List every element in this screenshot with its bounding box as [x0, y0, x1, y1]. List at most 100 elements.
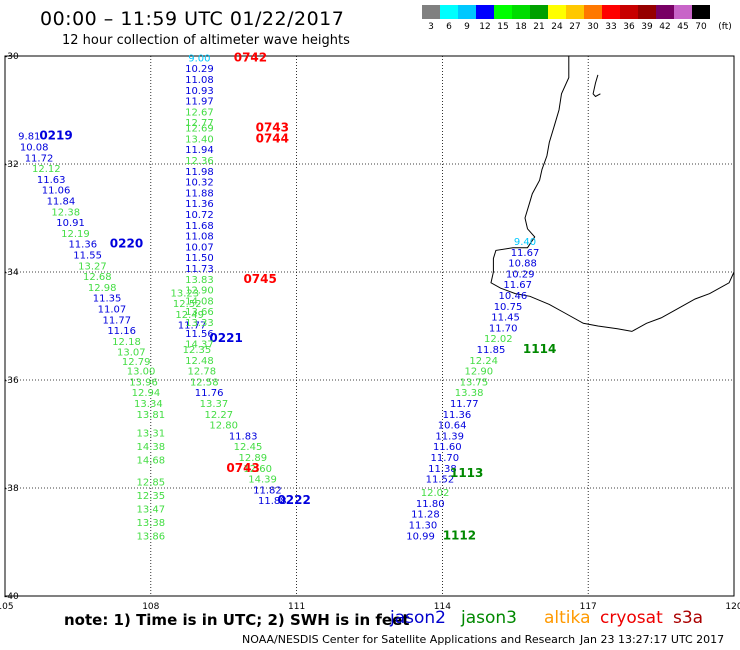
wave-height-value: 13.07 [117, 348, 146, 359]
wave-height-value: 11.85 [477, 345, 506, 356]
wave-height-value: 11.36 [443, 410, 472, 421]
wave-height-value: 14.37 [185, 340, 214, 351]
wave-height-value: 11.76 [195, 388, 224, 399]
wave-height-value: 13.34 [134, 399, 163, 410]
wave-height-value: 10.91 [56, 218, 85, 229]
wave-height-value: 13.38 [136, 518, 165, 529]
wave-height-value: 9.00 [188, 53, 210, 64]
wave-height-value: 14.08 [185, 296, 214, 307]
colorbar-swatch [602, 5, 620, 19]
colorbar-label: 45 [677, 22, 689, 32]
pass-time-label: 0745 [243, 272, 276, 286]
wave-height-value: 10.75 [494, 302, 523, 313]
wave-height-value: 11.28 [411, 510, 440, 521]
wave-height-value: 12.79 [122, 357, 151, 368]
wave-height-value: 12.80 [209, 421, 238, 432]
colorbar-label: 42 [659, 22, 671, 32]
wave-height-value: 10.88 [508, 259, 537, 270]
wave-height-value: 11.16 [107, 326, 136, 337]
lat-tick-label: -38 [4, 484, 19, 494]
australia-coastline [490, 56, 735, 332]
wave-height-value: 10.29 [185, 64, 214, 75]
wave-height-value: 11.98 [185, 167, 214, 178]
colorbar-label: 39 [641, 22, 653, 32]
pass-time-label: 0744 [256, 131, 289, 145]
wave-height-value: 13.23 [170, 288, 199, 299]
wave-height-value: 11.77 [450, 399, 479, 410]
wave-height-value: 13.27 [78, 261, 107, 272]
pass-time-label: 0742 [234, 50, 267, 64]
wave-height-value: 11.70 [489, 323, 518, 334]
wave-height-value: 11.67 [511, 248, 540, 259]
wave-height-value: 12.02 [484, 334, 513, 345]
wave-height-value: 11.08 [185, 232, 214, 243]
colorbar-swatch [548, 5, 566, 19]
wave-height-value: 14.38 [136, 442, 165, 453]
wave-height-value: 11.68 [185, 221, 214, 232]
wave-height-value: 12.45 [234, 442, 263, 453]
wave-height-value: 11.45 [491, 313, 520, 324]
wave-height-value: 12.85 [136, 477, 165, 488]
wave-height-value: 13.00 [127, 367, 156, 378]
wave-height-value: 10.07 [185, 242, 214, 253]
wave-height-value: 13.38 [455, 388, 484, 399]
colorbar-swatch [458, 5, 476, 19]
map-frame [4, 55, 735, 597]
wave-height-value: 12.52 [173, 299, 202, 310]
wave-height-value: 12.27 [205, 410, 234, 421]
wave-height-value: 13.83 [185, 275, 214, 286]
wave-height-value: 10.32 [185, 178, 214, 189]
wave-height-value: 10.46 [499, 291, 528, 302]
wave-height-value: 12.58 [190, 377, 219, 388]
lon-tick-label: 108 [142, 602, 159, 612]
wave-height-value: 12.68 [83, 272, 112, 283]
colorbar-label: 21 [533, 22, 545, 32]
wave-height-value: 14.68 [136, 456, 165, 467]
wave-height-value: 12.12 [32, 164, 61, 175]
wave-height-value: 13.66 [185, 307, 214, 318]
credit-text: NOAA/NESDIS Center for Satellite Applica… [242, 633, 576, 646]
wave-height-value: 12.89 [239, 453, 268, 464]
wave-height-value: 13.47 [136, 504, 165, 515]
wave-height-value: 11.35 [93, 294, 122, 305]
lat-tick-label: -32 [4, 160, 19, 170]
colorbar-label: 12 [479, 22, 491, 32]
wave-height-value: 11.73 [185, 264, 214, 275]
wave-height-value: 12.69 [185, 124, 214, 135]
wave-height-value: 12.02 [421, 488, 450, 499]
inland-lake [592, 74, 601, 98]
colorbar-swatch [620, 5, 638, 19]
wave-height-value: 12.18 [112, 337, 141, 348]
wave-height-value: 11.50 [185, 253, 214, 264]
pass-time-label: 0220 [110, 237, 143, 251]
lon-tick-label: 117 [580, 602, 597, 612]
colorbar-swatch [656, 5, 674, 19]
wave-height-value: 11.97 [185, 97, 214, 108]
colorbar-label: 30 [587, 22, 599, 32]
wave-height-value: 11.77 [178, 321, 207, 332]
wave-height-value: 9.40 [514, 237, 536, 248]
pass-time-label: 1113 [450, 466, 483, 480]
wave-height-value: 12.98 [88, 283, 117, 294]
pass-time-label: 0221 [209, 331, 242, 345]
legend-cryosat: cryosat [600, 608, 663, 628]
wave-height-value: 11.83 [229, 431, 258, 442]
colorbar-label: 36 [623, 22, 635, 32]
colorbar-label: 70 [695, 22, 707, 32]
colorbar-label: 6 [446, 22, 452, 32]
wave-height-value: 12.90 [185, 286, 214, 297]
colorbar-swatch [674, 5, 692, 19]
wave-height-value: 13.31 [136, 429, 165, 440]
wave-height-value: 11.30 [409, 521, 438, 532]
pass-time-label: 0743 [226, 461, 259, 475]
colorbar-swatch [566, 5, 584, 19]
lon-tick-label: 120 [725, 602, 740, 612]
colorbar-swatch [476, 5, 494, 19]
map-title: 00:00 – 11:59 UTC 01/22/2017 [40, 8, 345, 30]
colorbar-swatch [692, 5, 710, 19]
colorbar-swatch [422, 5, 440, 19]
wave-height-value: 11.88 [258, 496, 287, 507]
colorbar-unit: (ft) [718, 22, 732, 32]
